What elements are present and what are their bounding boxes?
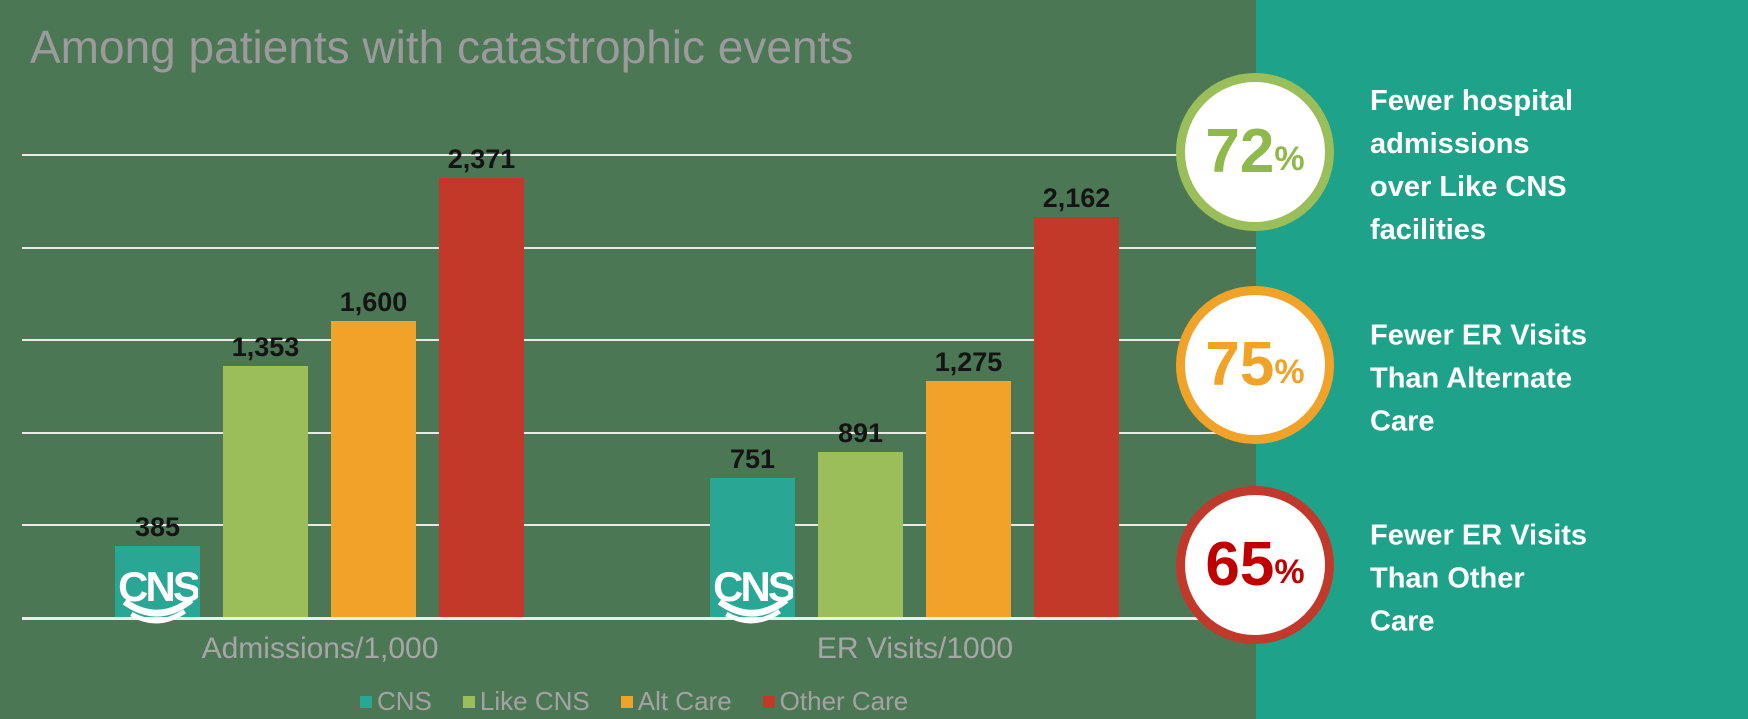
badge-caption-line: Care: [1370, 405, 1435, 438]
bar-cns-group2: CNS: [710, 478, 795, 624]
badge-value: 75: [1205, 330, 1275, 399]
legend-swatch: [620, 695, 633, 708]
legend-item-alt-care: Alt Care: [620, 686, 732, 717]
page-title: Among patients with catastrophic events: [30, 21, 854, 73]
badge-caption-75: Fewer ER Visits Than Alternate Care: [1370, 315, 1587, 444]
badge-caption-line: facilities: [1370, 214, 1487, 246]
bar-other-care-group2: [1034, 217, 1119, 617]
gridline: [22, 154, 1256, 156]
legend-item-like-cns: Like CNS: [462, 686, 590, 717]
badge-caption-line: over Like CNS: [1370, 171, 1567, 203]
percent-sign: %: [1274, 553, 1305, 591]
legend-label: CNS: [377, 686, 432, 716]
badge-caption-65: Fewer ER Visits Than Other Care: [1370, 515, 1587, 644]
badge-caption-72: Fewer hospital admissions over Like CNS fac…: [1370, 80, 1573, 252]
bar-alt-care-group1: [331, 321, 416, 617]
badge-caption-line: Than Alternate: [1370, 362, 1572, 395]
axis-label-er-visits: ER Visits/1000: [816, 632, 1014, 665]
percent-sign: %: [1274, 140, 1305, 178]
legend-swatch: [762, 695, 775, 708]
badge-value: 72: [1205, 117, 1275, 186]
gridline: [22, 247, 1256, 249]
badge-circle-72: 72%: [1176, 73, 1334, 231]
x-axis-line: [22, 617, 1256, 620]
highlight-panel: [1256, 0, 1748, 719]
bar-value-label: 891: [837, 418, 884, 448]
badge-caption-line: Care: [1370, 605, 1435, 638]
badge-circle-75: 75%: [1176, 286, 1334, 444]
legend-item-other-care: Other Care: [762, 686, 909, 717]
badge-caption-line: Than Other: [1370, 562, 1525, 595]
badge-caption-line: admissions: [1370, 128, 1530, 160]
bar-value-label: 2,371: [447, 144, 516, 174]
cns-logo: CNS: [118, 563, 198, 624]
bar-alt-care-group2: [926, 381, 1011, 617]
chart-legend: CNS Like CNS Alt Care Other Care: [360, 686, 908, 717]
bar-value-label: 2,162: [1042, 183, 1111, 213]
gridline: [22, 524, 1256, 526]
bar-value-label: 385: [134, 512, 181, 542]
legend-swatch: [360, 695, 372, 708]
percent-sign: %: [1274, 353, 1305, 391]
gridline: [22, 432, 1256, 434]
badge-circle-65: 65%: [1176, 486, 1334, 644]
bar-cns-group1: CNS: [115, 546, 200, 624]
bar-other-care-group1: [439, 178, 524, 617]
badge-caption-line: Fewer ER Visits: [1370, 519, 1588, 552]
cns-logo: CNS: [713, 563, 793, 624]
badge-caption-line: Fewer hospital: [1370, 85, 1574, 117]
legend-swatch: [462, 695, 475, 708]
legend-label: Like CNS: [479, 686, 590, 716]
legend-item-cns: CNS: [360, 686, 432, 717]
bar-like-cns-group2: [818, 452, 903, 617]
legend-label: Other Care: [779, 686, 909, 716]
gridline: [22, 339, 1256, 341]
bar-like-cns-group1: [223, 366, 308, 617]
legend-label: Alt Care: [637, 686, 732, 716]
axis-label-admissions: Admissions/1,000: [201, 632, 439, 665]
bar-value-label: 1,275: [934, 347, 1003, 377]
bar-value-label: 751: [729, 444, 776, 474]
bar-value-label: 1,600: [339, 287, 408, 317]
bar-value-label: 1,353: [231, 332, 300, 362]
badge-caption-line: Fewer ER Visits: [1370, 319, 1588, 352]
badge-value: 65: [1205, 530, 1275, 599]
